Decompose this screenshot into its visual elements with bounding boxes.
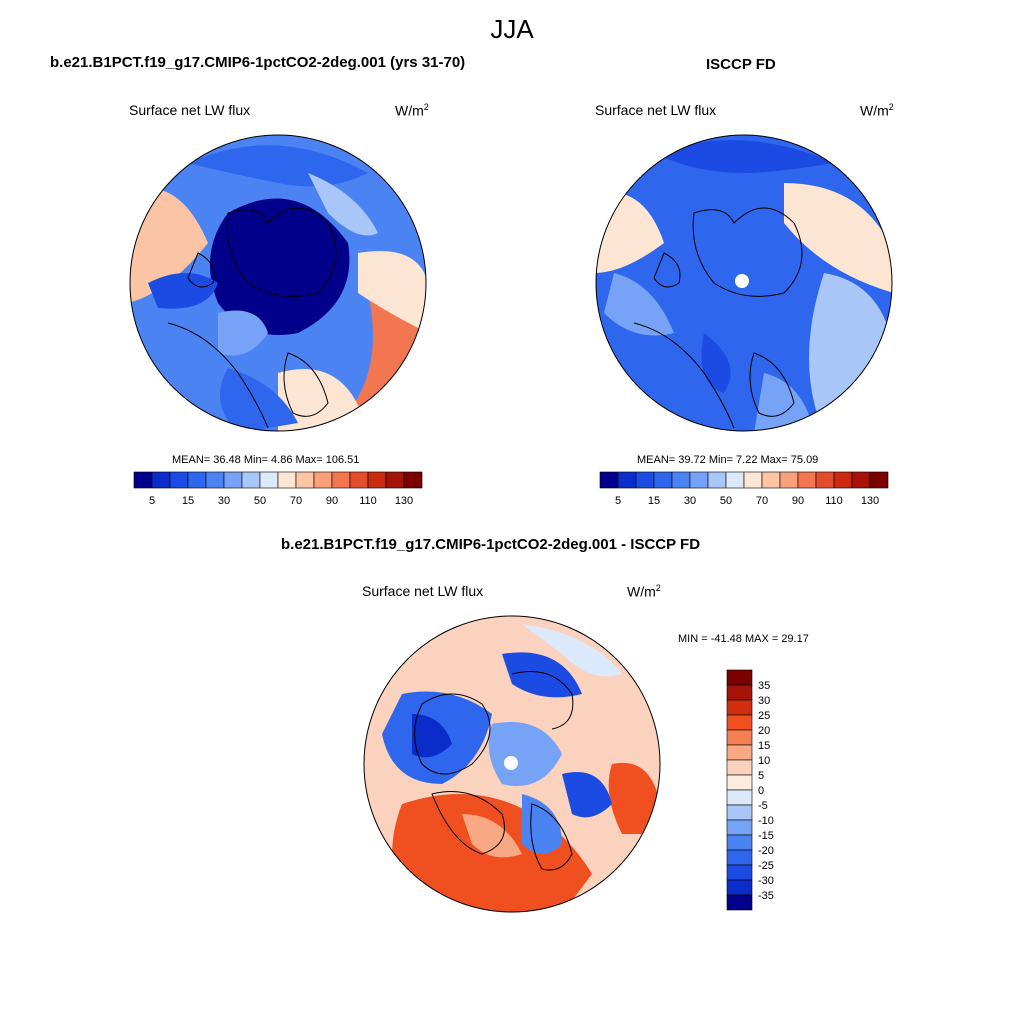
panel3-colorbar-swatch <box>726 759 753 776</box>
panel3-colorbar-swatch <box>726 804 753 821</box>
panel2-colorbar-swatch <box>617 471 637 489</box>
panel1-colorbar-tick-label: 30 <box>218 495 230 507</box>
panel1-colorbar: 5 15 30 50 70 90 110 130 <box>133 471 423 507</box>
panel2-colorbar-tick-label: 70 <box>756 495 768 507</box>
panel2-colorbar-swatch <box>851 471 871 489</box>
panel1-colorbar-tick-label: 110 <box>359 495 377 507</box>
panel3-colorbar-tick-label: -15 <box>758 830 774 842</box>
panel1-colorbar-swatch <box>133 471 153 489</box>
panel3-colorbar-tick-label: -10 <box>758 815 774 827</box>
panel2-colorbar-swatch <box>815 471 835 489</box>
main-title: JJA <box>490 14 534 44</box>
panel3-polar-map <box>363 615 661 913</box>
panel2-colorbar-tick-label: 90 <box>792 495 804 507</box>
panel1-colorbar-swatch <box>295 471 315 489</box>
panel3-colorbar-swatch <box>726 744 753 761</box>
panel3-colorbar-tick-label: 10 <box>758 755 770 767</box>
panel3-colorbar-swatch <box>726 669 753 686</box>
panel3-colorbar-tick-label: -5 <box>758 800 768 812</box>
panel2-colorbar-tick-label: 110 <box>825 495 843 507</box>
panel1-colorbar-tick-label: 50 <box>254 495 266 507</box>
panel3-colorbar-tick-label: 35 <box>758 680 770 692</box>
panel2-colorbar: 5 15 30 50 70 90 110 130 <box>599 471 889 507</box>
panel3-colorbar-swatch <box>726 894 753 911</box>
panel3-colorbar-tick-label: 0 <box>758 785 764 797</box>
panel1-colorbar-swatch <box>205 471 225 489</box>
panel1-colorbar-swatch <box>313 471 333 489</box>
panel1-colorbar-tick-label: 15 <box>182 495 194 507</box>
panel1-colorbar-swatch <box>187 471 207 489</box>
panel3-colorbar-swatch <box>726 774 753 791</box>
panel2-colorbar-swatch <box>653 471 673 489</box>
panel3-colorbar-swatch <box>726 864 753 881</box>
panel3-colorbar-swatch <box>726 879 753 896</box>
panel3-colorbar-tick-label: 30 <box>758 695 770 707</box>
panel2-colorbar-tick-label: 15 <box>648 495 660 507</box>
panel1-stats: MEAN= 36.48 Min= 4.86 Max= 106.51 <box>172 454 360 466</box>
panel1-colorbar-swatch <box>367 471 387 489</box>
panel3-colorbar-tick-label: 25 <box>758 710 770 722</box>
panel2-colorbar-tick-label: 50 <box>720 495 732 507</box>
panel2-variable-label: Surface net LW flux <box>595 102 717 118</box>
panel1-colorbar-tick-label: 70 <box>290 495 302 507</box>
panel2-colorbar-swatch <box>869 471 889 489</box>
panel3-colorbar-tick-label: 5 <box>758 770 764 782</box>
panel1-colorbar-tick-label: 5 <box>149 495 155 507</box>
panel2-colorbar-swatch <box>743 471 763 489</box>
panel1-polar-map <box>129 134 427 432</box>
panel2-units-label: W/m2 <box>860 102 894 119</box>
panel2-stats: MEAN= 39.72 Min= 7.22 Max= 75.09 <box>637 454 819 466</box>
panel1-units-label: W/m2 <box>395 102 429 119</box>
panel3-colorbar-tick-label: -30 <box>758 875 774 887</box>
panel2-colorbar-tick-label: 5 <box>615 495 621 507</box>
panel3-colorbar-swatch <box>726 729 753 746</box>
panel2-colorbar-swatch <box>671 471 691 489</box>
panel3-colorbar-tick-label: -25 <box>758 860 774 872</box>
panel3-colorbar-swatch <box>726 714 753 731</box>
panel3-colorbar: 35 30 25 20 15 10 5 0 -5 -10 -15 -20 -25 -30 -35 <box>726 669 774 911</box>
panel3-stats: MIN = -41.48 MAX = 29.17 <box>678 633 809 645</box>
panel3-title: b.e21.B1PCT.f19_g17.CMIP6-1pctCO2-2deg.0… <box>281 536 701 553</box>
panel3-colorbar-swatch <box>726 849 753 866</box>
panel2-colorbar-swatch <box>635 471 655 489</box>
panel2-colorbar-tick-label: 30 <box>684 495 696 507</box>
panel3-colorbar-tick-label: -20 <box>758 845 774 857</box>
panel2-colorbar-swatch <box>761 471 781 489</box>
panel1-colorbar-swatch <box>151 471 171 489</box>
panel2-colorbar-swatch <box>689 471 709 489</box>
panel3-colorbar-tick-label: 20 <box>758 725 770 737</box>
panel1-colorbar-tick-label: 130 <box>395 495 413 507</box>
panel1-colorbar-swatch <box>403 471 423 489</box>
panel1-colorbar-swatch <box>277 471 297 489</box>
panel2-colorbar-swatch <box>779 471 799 489</box>
panel3-variable-label: Surface net LW flux <box>362 583 484 599</box>
panel2-polar-map <box>595 134 893 432</box>
panel3-units-label: W/m2 <box>627 583 661 600</box>
panel1-colorbar-swatch <box>223 471 243 489</box>
panel1-variable-label: Surface net LW flux <box>129 102 251 118</box>
panel2-colorbar-swatch <box>797 471 817 489</box>
panel2-colorbar-swatch <box>833 471 853 489</box>
panel1-colorbar-swatch <box>169 471 189 489</box>
panel3-colorbar-swatch <box>726 819 753 836</box>
panel3-colorbar-swatch <box>726 699 753 716</box>
panel1-colorbar-swatch <box>331 471 351 489</box>
panel3-colorbar-swatch <box>726 834 753 851</box>
panel1-colorbar-tick-label: 90 <box>326 495 338 507</box>
panel2-title: ISCCP FD <box>706 56 776 73</box>
panel2-colorbar-swatch <box>707 471 727 489</box>
panel1-colorbar-swatch <box>385 471 405 489</box>
panel1-colorbar-swatch <box>349 471 369 489</box>
panel2-colorbar-swatch <box>599 471 619 489</box>
panel3-colorbar-swatch <box>726 684 753 701</box>
panel3-colorbar-tick-label: -35 <box>758 890 774 902</box>
panel1-title: b.e21.B1PCT.f19_g17.CMIP6-1pctCO2-2deg.0… <box>50 54 466 71</box>
panel2-colorbar-swatch <box>725 471 745 489</box>
panel1-colorbar-swatch <box>241 471 261 489</box>
panel2-colorbar-tick-label: 130 <box>861 495 879 507</box>
panel3-colorbar-swatch <box>726 789 753 806</box>
panel1-colorbar-swatch <box>259 471 279 489</box>
panel3-colorbar-tick-label: 15 <box>758 740 770 752</box>
